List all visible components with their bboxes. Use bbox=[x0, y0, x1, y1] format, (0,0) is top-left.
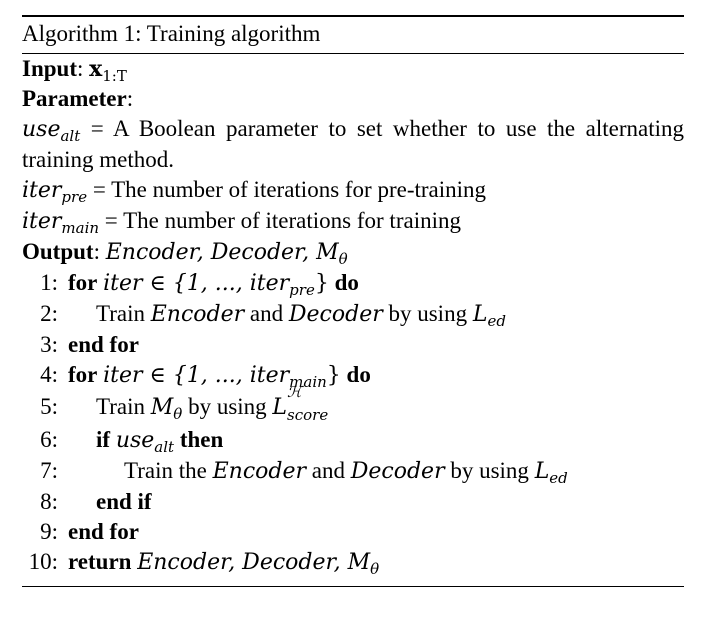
loss-sub: score bbox=[287, 406, 329, 424]
step-3: 3: end for bbox=[22, 330, 684, 360]
step-9: 9: end for bbox=[22, 517, 684, 547]
loop-sub: pre bbox=[289, 281, 315, 299]
step-2: 2: Train Encoder and Decoder by using Led bbox=[22, 299, 684, 330]
keyword: then bbox=[179, 427, 224, 452]
step-number: 4: bbox=[40, 362, 58, 387]
input-sub: 1:T bbox=[102, 67, 127, 85]
step-text: Train bbox=[96, 394, 145, 419]
use-alt-sub: alt bbox=[60, 127, 81, 145]
iter-main-line: itermain = The number of iterations for … bbox=[22, 206, 684, 237]
iter-main-desc: = The number of iterations for training bbox=[104, 208, 461, 233]
use-alt-desc: = A Boolean parameter to set whether to … bbox=[22, 116, 684, 172]
bottom-rule bbox=[22, 586, 684, 587]
iter-pre-line: iterpre = The number of iterations for p… bbox=[22, 175, 684, 206]
input-line: Input: x1:T bbox=[22, 56, 127, 85]
step-number: 1: bbox=[40, 270, 58, 295]
step-number: 8: bbox=[40, 489, 58, 514]
condition-var: use bbox=[115, 428, 155, 453]
decoder-term: Decoder bbox=[350, 459, 445, 484]
step-text: and bbox=[311, 458, 345, 483]
loss-sub: ed bbox=[487, 312, 506, 330]
step-number: 6: bbox=[40, 427, 58, 452]
step-6: 6: if usealt then bbox=[22, 425, 684, 456]
parameter-line: Parameter: bbox=[22, 86, 134, 111]
step-8: 8: end if bbox=[22, 487, 684, 517]
step-1: 1: for iter ∈ {1, ..., iterpre} do bbox=[22, 268, 684, 299]
keyword: end if bbox=[96, 489, 152, 514]
step-text: by using bbox=[188, 394, 267, 419]
step-text: by using bbox=[450, 458, 529, 483]
keyword: return bbox=[68, 549, 132, 574]
keyword: do bbox=[334, 270, 359, 295]
parameter-label: Parameter bbox=[22, 86, 127, 111]
iter-pre-sub: pre bbox=[61, 188, 88, 206]
loss-term: L bbox=[472, 302, 488, 327]
condition-sub: alt bbox=[154, 438, 175, 456]
output-line: Output: Encoder, Decoder, Mθ bbox=[22, 239, 348, 268]
top-rule bbox=[22, 15, 684, 17]
iter-pre-desc: = The number of iterations for pre-train… bbox=[92, 177, 487, 202]
loss-sub: ed bbox=[549, 469, 568, 487]
algorithm-block: Algorithm 1: Training algorithm Input: x… bbox=[22, 15, 684, 578]
keyword: do bbox=[346, 362, 371, 387]
keyword: for bbox=[68, 362, 98, 387]
output-label: Output bbox=[22, 239, 94, 264]
model-term: M bbox=[150, 395, 174, 420]
encoder-term: Encoder bbox=[150, 302, 245, 327]
iter-main-var: iter bbox=[22, 209, 62, 234]
step-text: Train the bbox=[124, 458, 207, 483]
step-7: 7: Train the Encoder and Decoder by using… bbox=[22, 456, 684, 487]
step-number: 2: bbox=[40, 301, 58, 326]
step-number: 5: bbox=[40, 394, 58, 419]
step-number: 9: bbox=[40, 519, 58, 544]
input-var: x bbox=[89, 56, 103, 82]
keyword: end for bbox=[68, 519, 139, 544]
decoder-term: Decoder bbox=[288, 302, 383, 327]
keyword: end for bbox=[68, 332, 139, 357]
loop-close: } bbox=[314, 271, 329, 296]
iter-pre-var: iter bbox=[22, 178, 62, 203]
output-sub: θ bbox=[338, 250, 348, 268]
loss-term: L bbox=[534, 459, 550, 484]
loop-expr: iter ∈ {1, ..., iter bbox=[103, 271, 290, 296]
loss-superscript: ℋ bbox=[287, 383, 302, 401]
keyword: if bbox=[96, 427, 111, 452]
step-text: by using bbox=[388, 301, 468, 326]
input-label: Input bbox=[22, 56, 77, 81]
algorithm-caption: Algorithm 1: Training algorithm bbox=[22, 21, 321, 46]
step-4: 4: for iter ∈ {1, ..., itermain} do bbox=[22, 360, 684, 391]
return-value: Encoder, Decoder, M bbox=[137, 550, 371, 575]
loss-term: L bbox=[272, 395, 288, 420]
caption-rule bbox=[22, 53, 684, 54]
step-10: 10: return Encoder, Decoder, Mθ bbox=[22, 547, 684, 578]
loop-sub: main bbox=[289, 373, 327, 391]
loop-expr: iter ∈ {1, ..., iter bbox=[103, 363, 290, 388]
use-alt-var: use bbox=[22, 117, 61, 142]
step-number: 7: bbox=[40, 458, 58, 483]
step-text: and bbox=[249, 301, 284, 326]
step-number: 10: bbox=[28, 549, 58, 574]
step-text: Train bbox=[96, 301, 145, 326]
model-sub: θ bbox=[173, 405, 183, 423]
return-sub: θ bbox=[370, 560, 380, 578]
loop-close: } bbox=[326, 363, 341, 388]
step-number: 3: bbox=[40, 332, 58, 357]
keyword: for bbox=[68, 270, 98, 295]
use-alt-line: usealt = A Boolean parameter to set whet… bbox=[22, 114, 684, 175]
encoder-term: Encoder bbox=[212, 459, 307, 484]
output-value: Encoder, Decoder, M bbox=[105, 240, 339, 265]
iter-main-sub: main bbox=[61, 219, 100, 237]
